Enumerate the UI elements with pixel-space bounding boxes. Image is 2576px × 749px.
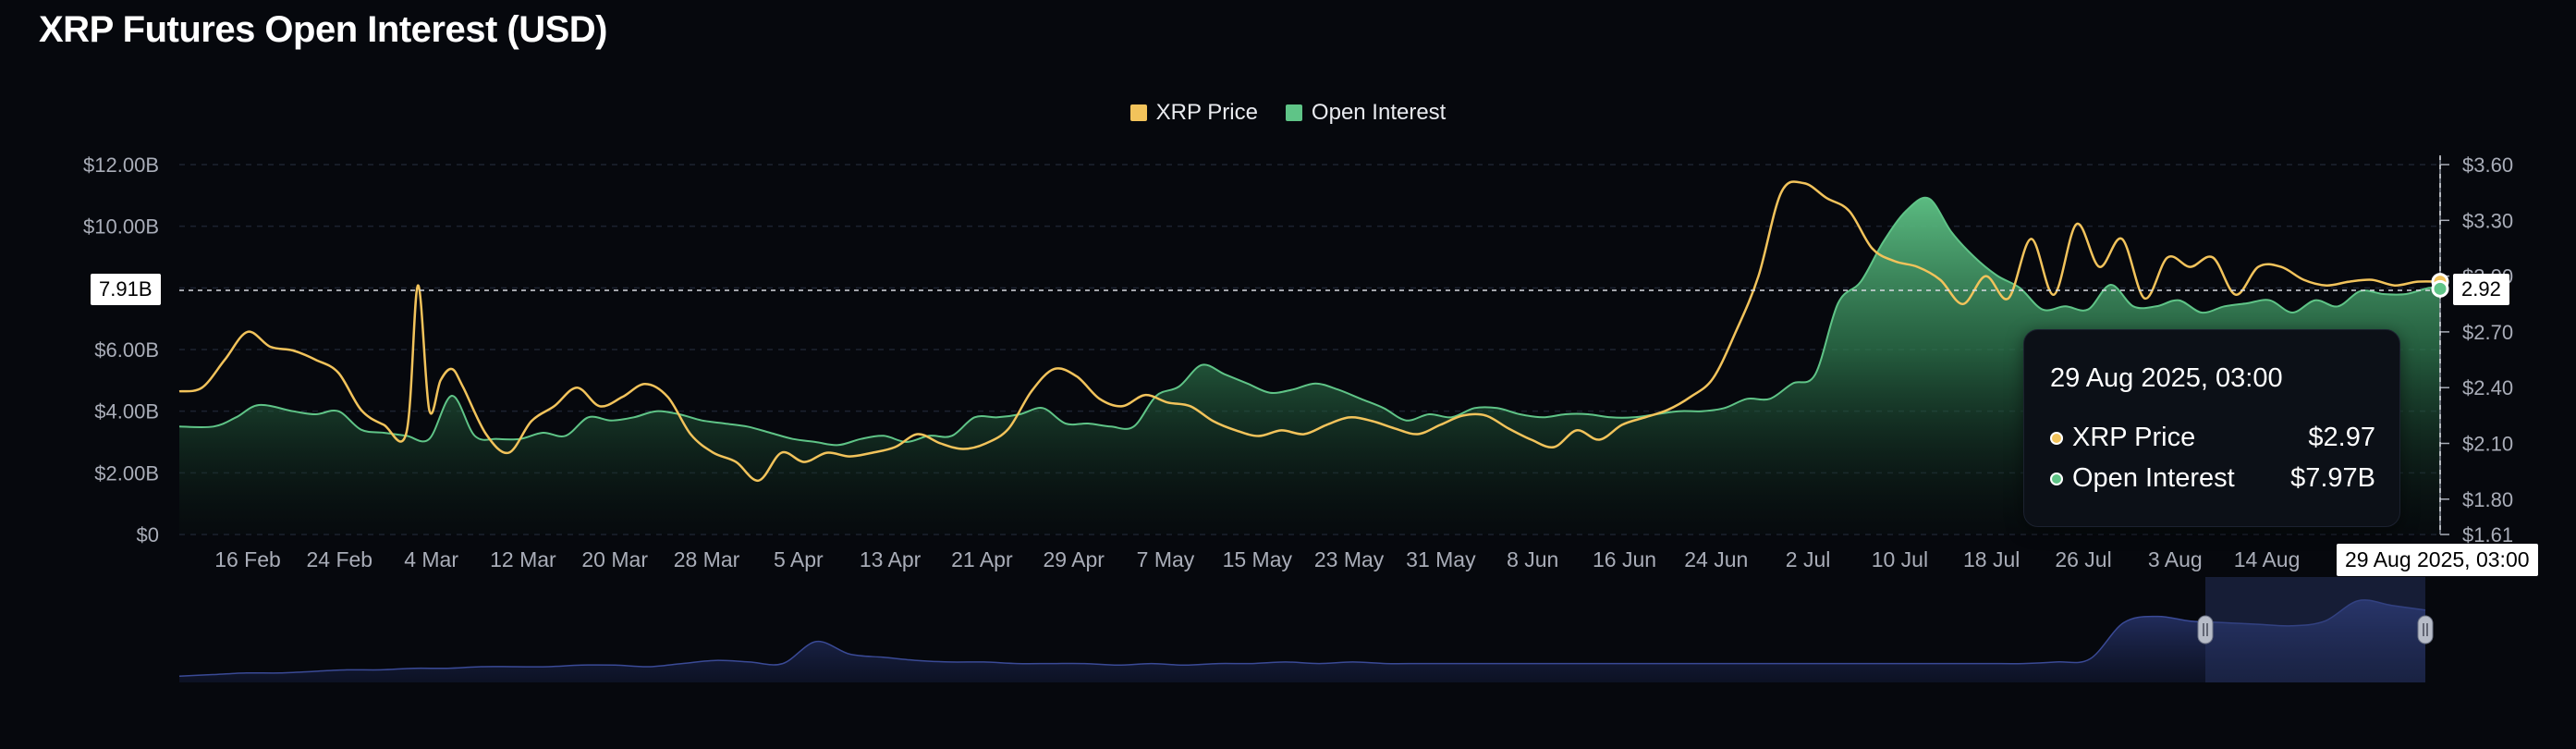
legend-label-xrp-price: XRP Price: [1155, 100, 1258, 125]
x-axis-tick-label: 21 Apr: [951, 547, 1013, 571]
x-axis-tick-label: 13 Apr: [860, 547, 922, 571]
legend-swatch-xrp-price: [1129, 104, 1147, 121]
tooltip-name-xrp-price: XRP Price: [2072, 423, 2196, 452]
navigator-handle-right[interactable]: [2417, 615, 2434, 645]
x-axis-tick-label: 29 Apr: [1043, 547, 1105, 571]
right-axis-tick-label: $2.10: [2462, 433, 2513, 456]
x-axis-tick-label: 16 Jun: [1593, 547, 1656, 571]
right-axis-tick-label: $2.40: [2462, 376, 2513, 399]
xrp-price-line: [178, 180, 2441, 482]
navigator-area: [179, 599, 2425, 682]
x-axis-tick-label: 8 Jun: [1507, 547, 1558, 571]
crosshair-right-label: 2.92: [2453, 274, 2509, 305]
x-axis-tick-label: 28 Mar: [674, 547, 740, 571]
left-axis-tick-label: $6.00B: [94, 338, 159, 362]
left-axis-tick-label: $10.00B: [83, 215, 159, 239]
x-axis-tick-label: 26 Jul: [2055, 547, 2111, 571]
crosshair: [179, 155, 2449, 534]
x-axis-tick-label: 3 Aug: [2148, 547, 2203, 571]
tooltip-value-open-interest: $7.97B: [2290, 463, 2375, 493]
x-axis-tick-label: 16 Feb: [214, 547, 281, 571]
x-axis-tick-label: 10 Jul: [1872, 547, 1928, 571]
left-axis-tick-label: $12.00B: [83, 153, 159, 177]
tooltip-value-xrp-price: $2.97: [2308, 423, 2375, 452]
legend: XRP Price Open Interest: [0, 100, 2576, 126]
x-axis-tick-label: 15 May: [1223, 547, 1293, 571]
x-axis-tick-label: 31 May: [1406, 547, 1476, 571]
range-navigator[interactable]: [178, 577, 2434, 682]
chart-title: XRP Futures Open Interest (USD): [39, 9, 607, 50]
left-axis-tick-label: $0: [137, 523, 159, 546]
tooltip-name-open-interest: Open Interest: [2072, 463, 2235, 493]
tooltip: 29 Aug 2025, 03:00 XRP Price $2.97 Open …: [2023, 329, 2400, 527]
x-axis-tick-label: 18 Jul: [1963, 547, 2020, 571]
hover-point-open-interest: [2431, 279, 2449, 298]
x-axis-tick-label: 24 Feb: [306, 547, 372, 571]
legend-item-open-interest[interactable]: Open Interest: [1285, 100, 1447, 126]
left-axis-tick-label: $2.00B: [94, 461, 159, 485]
legend-swatch-open-interest: [1285, 104, 1302, 121]
navigator-handle-left[interactable]: [2197, 615, 2214, 645]
crosshair-date-label: 29 Aug 2025, 03:00: [2337, 544, 2538, 576]
x-axis-tick-label: 7 May: [1137, 547, 1195, 571]
open-interest-area: [179, 197, 2440, 534]
right-axis-tick-label: $3.60: [2462, 153, 2513, 177]
tooltip-row-open-interest: Open Interest $7.97B: [2050, 463, 2375, 494]
legend-label-open-interest: Open Interest: [1311, 100, 1447, 125]
tooltip-dot-open-interest: [2050, 472, 2063, 485]
x-axis-tick-label: 2 Jul: [1786, 547, 1831, 571]
left-axis-tick-label: $4.00B: [94, 400, 159, 424]
right-axis-tick-label: $2.70: [2462, 321, 2513, 344]
open-interest-line: [178, 196, 2441, 447]
x-axis-tick-label: 5 Apr: [774, 547, 824, 571]
x-axis-tick-label: 24 Jun: [1684, 547, 1748, 571]
legend-item-xrp-price[interactable]: XRP Price: [1129, 100, 1258, 126]
right-axis-tick-label: $1.80: [2462, 488, 2513, 511]
right-axis-tick-label: $3.30: [2462, 209, 2513, 232]
tooltip-dot-xrp-price: [2050, 431, 2063, 445]
right-axis-tick-label: $1.61: [2462, 523, 2513, 546]
x-axis-tick-label: 20 Mar: [581, 547, 648, 571]
x-axis-tick-label: 12 Mar: [490, 547, 556, 571]
x-axis-tick-label: 4 Mar: [404, 547, 458, 571]
navigator-selection[interactable]: [2205, 577, 2425, 682]
open-interest-series: [178, 196, 2441, 534]
x-axis-tick-label: 23 May: [1314, 547, 1385, 571]
tooltip-title: 29 Aug 2025, 03:00: [2050, 363, 2283, 393]
xrp-price-series: [178, 180, 2441, 482]
navigator-line: [178, 599, 2426, 677]
tooltip-row-xrp-price: XRP Price $2.97: [2050, 423, 2375, 453]
crosshair-left-label: 7.91B: [91, 274, 161, 305]
x-axis-tick-label: 14 Aug: [2234, 547, 2301, 571]
